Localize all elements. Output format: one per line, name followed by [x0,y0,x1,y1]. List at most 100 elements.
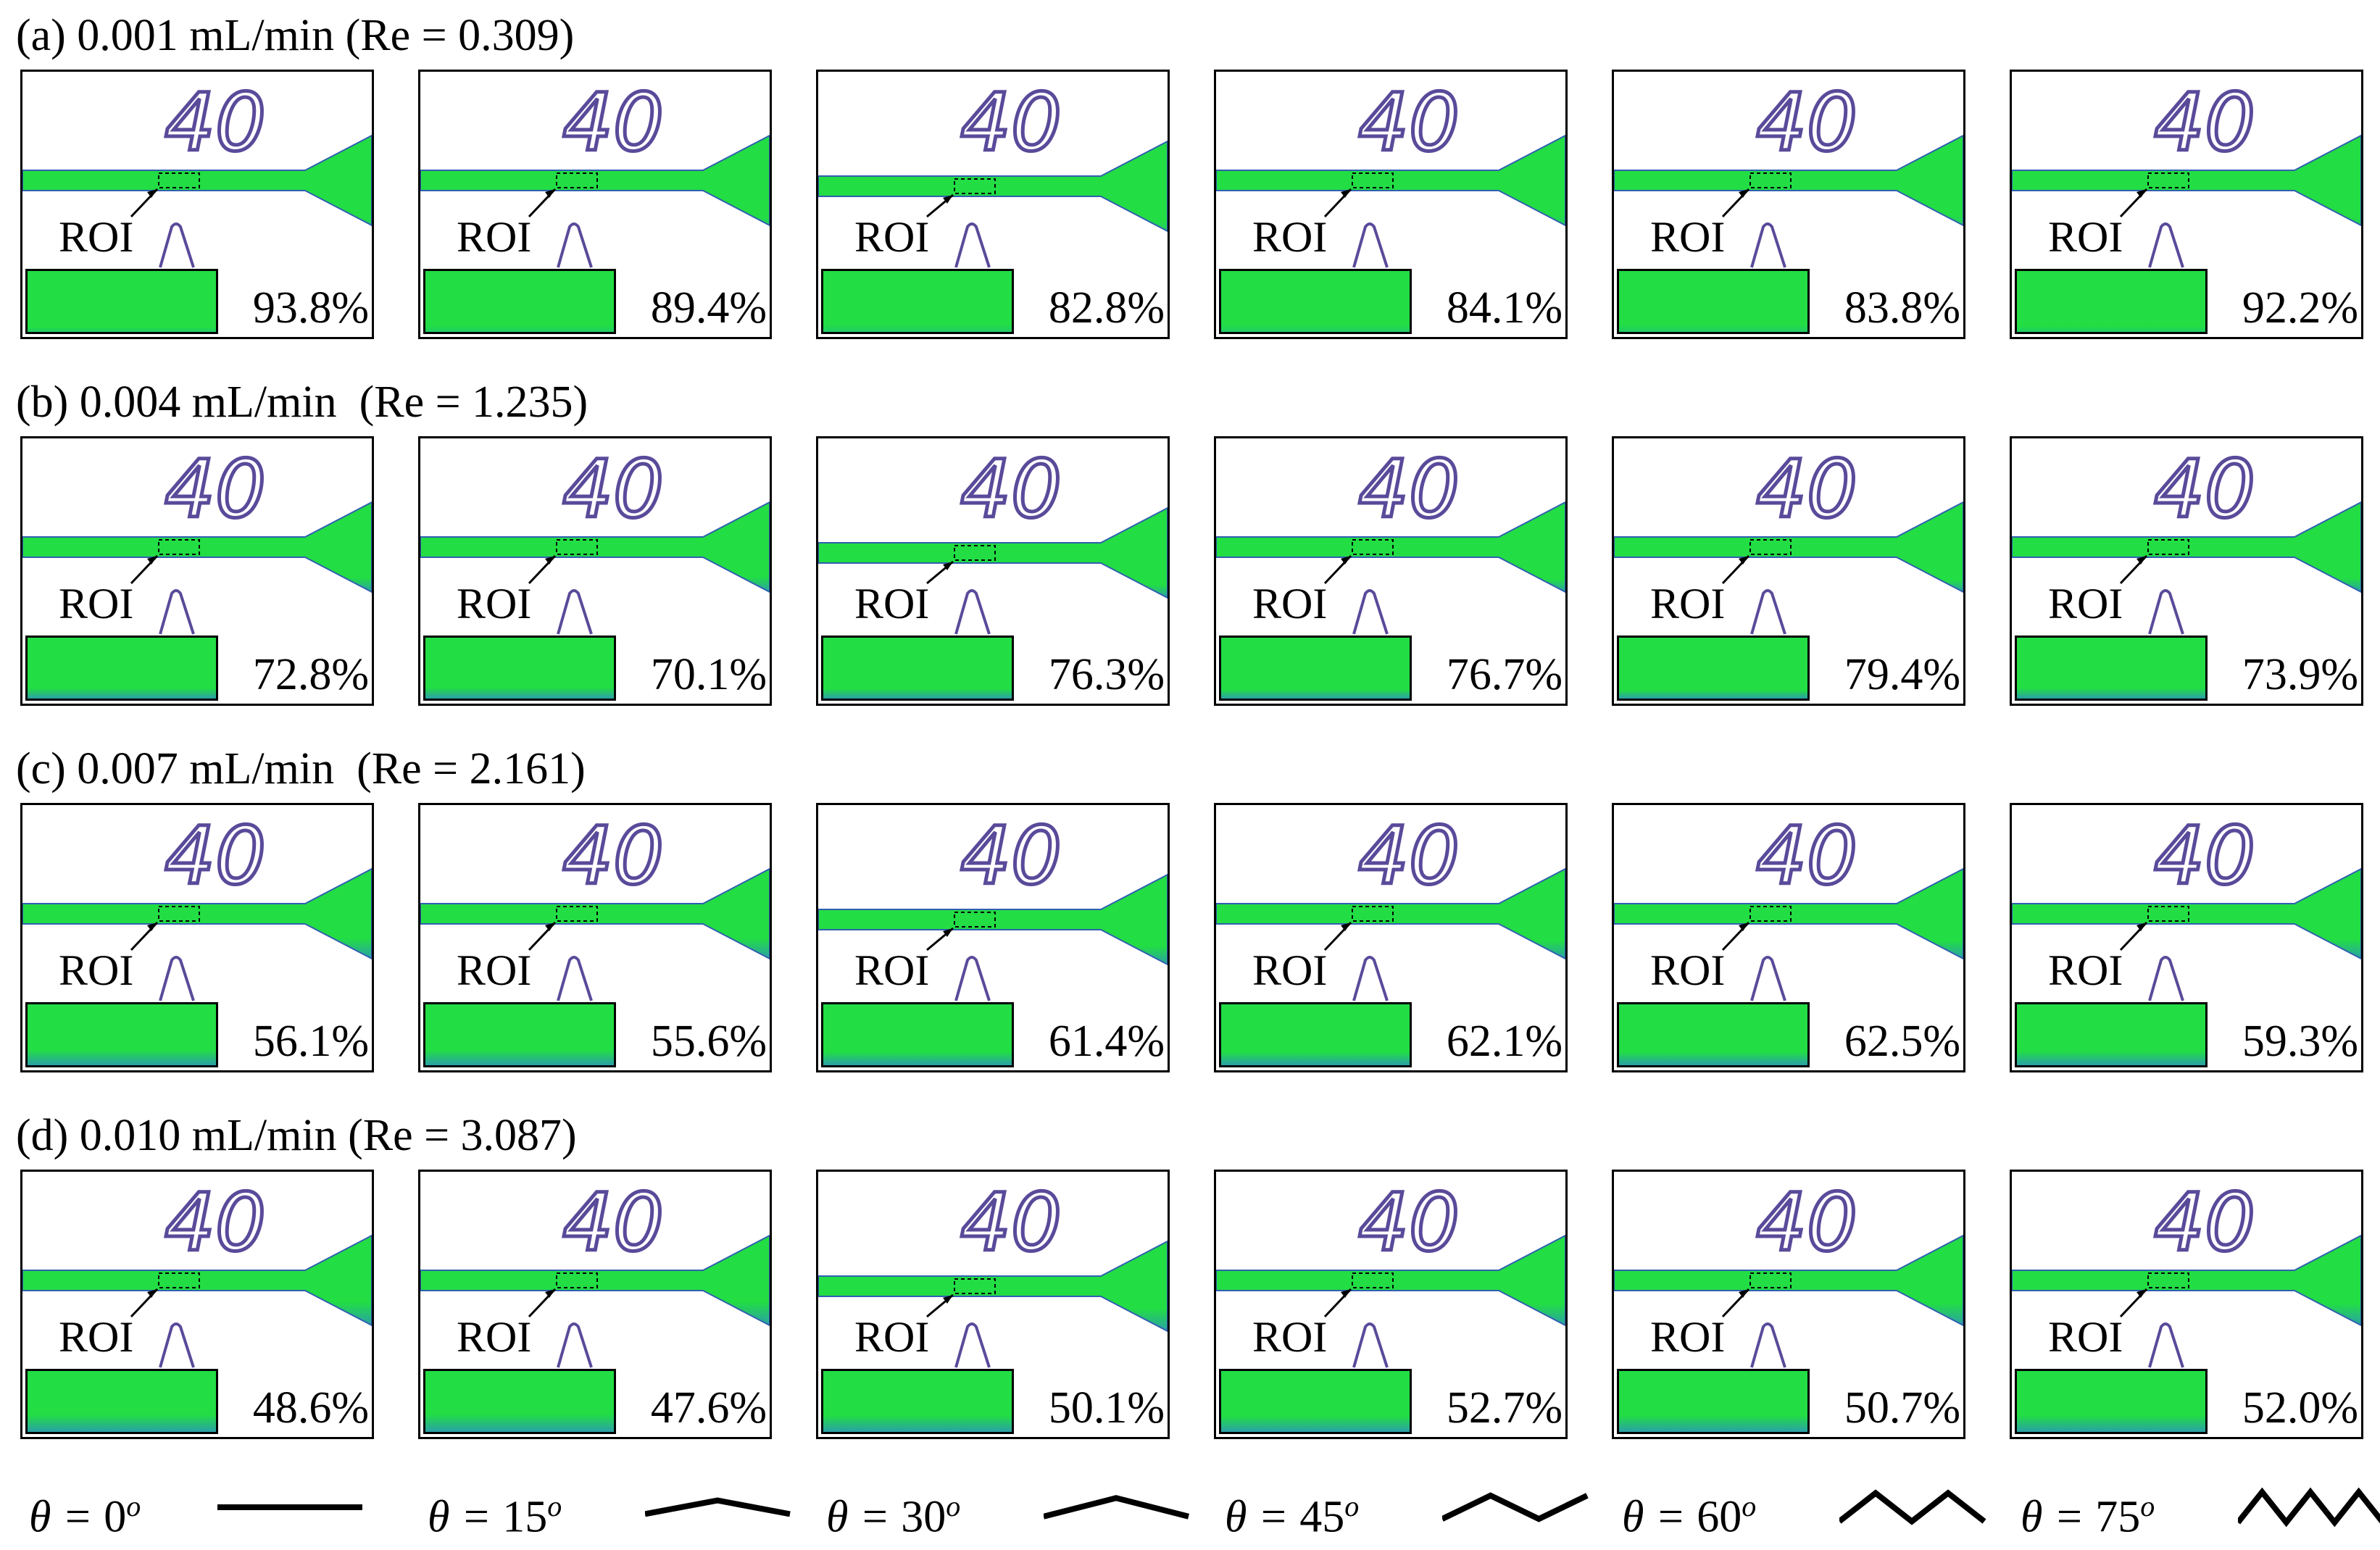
triangle-mark [2148,956,2184,1001]
microchannel [2012,134,2361,227]
roi-arrowhead [147,556,157,564]
zigzag-line [2238,1487,2380,1528]
roi-inset [25,269,218,334]
microchannel [1216,134,1565,227]
microchannel [818,873,1168,966]
roi-arrowhead [545,1289,555,1298]
mixing-percentage: 76.3% [1048,650,1165,699]
roi-arrowhead [2136,189,2147,198]
microchannel [22,501,372,593]
roi-box [1749,539,1792,555]
roi-label: ROI [1650,1313,1726,1361]
roi-box [556,906,598,922]
mixing-percentage: 70.1% [650,650,767,699]
micrograph-panel: 40 ROI 72.8% [20,436,374,706]
channel-number-label: 40 [2154,443,2255,536]
roi-arrowhead [1341,1289,1351,1298]
mixing-percentage: 73.9% [2242,650,2358,699]
roi-label: ROI [59,580,134,628]
triangle-mark [557,1322,593,1368]
roi-inset [423,269,616,334]
microchannel [420,134,770,227]
legend-label: θ = 75o [2021,1481,2155,1543]
legend-label: θ = 0o [29,1481,141,1543]
channel-micrograph: 40 [818,75,1168,268]
roi-arrowhead [545,922,555,931]
microchannel [1614,1234,1963,1327]
triangle-mark [557,956,593,1001]
degree-mark: o [2140,1490,2155,1522]
channel-number-label: 40 [1756,76,1857,169]
mixing-percentage: 84.1% [1446,283,1563,333]
micrograph-panel: 40 ROI 82.8% [816,70,1170,339]
triangle-mark [1750,956,1786,1001]
triangle-mark [1352,589,1389,635]
roi-label: ROI [854,213,930,261]
channel-shape-icon [1442,1492,1589,1522]
micrograph-panel: 40 ROI 76.3% [816,436,1170,706]
roi-arrowhead [943,195,953,204]
roi-box [2147,539,2189,555]
micrograph-panel: 40 ROI 79.4% [1612,436,1965,706]
zigzag-line [1044,1495,1189,1520]
roi-box [2147,172,2189,188]
roi-label: ROI [2048,580,2123,628]
roi-box [556,1272,598,1288]
mixing-percentage: 52.0% [2242,1383,2358,1433]
legend-label: θ = 60o [1622,1481,1756,1543]
microchannel [1216,867,1565,960]
roi-box [1749,906,1792,922]
triangle-mark [159,589,195,635]
roi-arrowhead [1739,922,1749,931]
triangle-mark [1750,589,1786,635]
channel-micrograph: 40 [1614,441,1963,635]
theta-symbol: θ = [428,1492,503,1542]
roi-box [954,178,996,194]
roi-label: ROI [457,580,532,628]
mixing-percentage: 47.6% [650,1383,767,1433]
roi-label: ROI [59,946,134,994]
legend-label: θ = 15o [428,1481,562,1543]
channel-number-label: 40 [562,443,664,536]
roi-arrowhead [2136,556,2147,564]
roi-box [954,545,996,561]
roi-label: ROI [1252,1313,1328,1361]
channel-micrograph: 40 [2012,808,2361,1001]
channel-micrograph: 40 [2012,1175,2361,1368]
roi-inset [25,1002,218,1067]
angle-value: 30 [901,1492,946,1542]
roi-arrowhead [545,556,555,564]
channel-micrograph: 40 [1614,808,1963,1001]
angle-value: 15 [502,1492,548,1542]
triangle-mark [159,1322,195,1368]
channel-shape-icon [645,1497,791,1517]
roi-inset [423,1002,616,1067]
roi-arrowhead [2136,922,2147,931]
roi-inset [1219,269,1412,334]
channel-number-label: 40 [1358,809,1460,902]
mixing-percentage: 50.7% [1844,1383,1960,1433]
channel-number-label: 40 [165,809,266,902]
roi-arrowhead [943,1295,953,1304]
roi-arrowhead [1739,556,1749,564]
roi-box [1352,906,1394,922]
roi-inset [1617,1002,1810,1067]
triangle-mark [954,589,991,635]
roi-label: ROI [1650,213,1726,261]
roi-label: ROI [1252,213,1328,261]
mixing-percentage: 76.7% [1446,650,1563,699]
theta-symbol: θ = [2021,1492,2096,1542]
roi-box [158,1272,200,1288]
micrograph-panel: 40 ROI 73.9% [2010,436,2363,706]
channel-micrograph: 40 [1216,1175,1565,1368]
mixing-percentage: 56.1% [252,1017,369,1066]
micrograph-panel: 40 ROI 56.1% [20,803,374,1072]
micrograph-panel: 40 ROI 59.3% [2010,803,2363,1072]
roi-box [556,172,598,188]
channel-micrograph: 40 [2012,441,2361,635]
roi-label: ROI [854,946,930,994]
channel-shape-icon [1044,1495,1189,1520]
degree-mark: o [547,1490,562,1522]
microchannel [22,867,372,960]
triangle-mark [954,956,991,1001]
